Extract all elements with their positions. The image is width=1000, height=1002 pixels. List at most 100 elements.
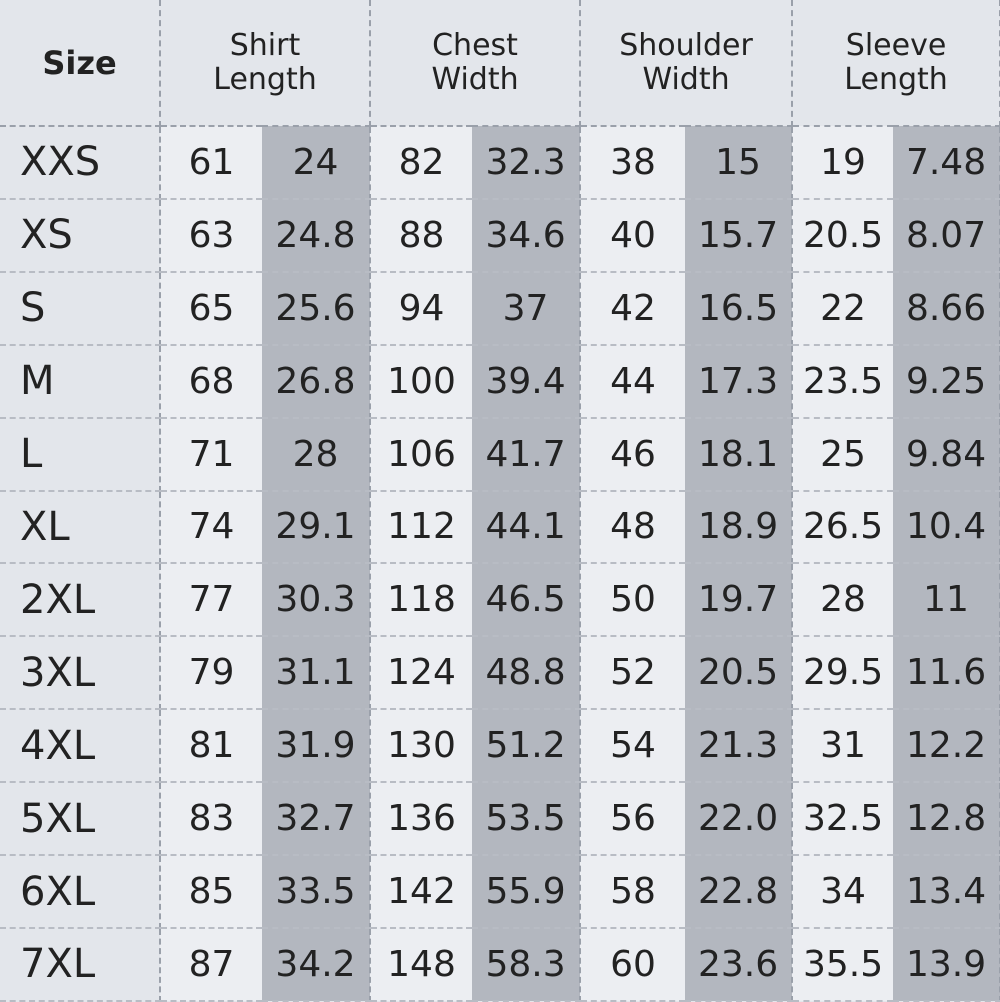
chest-width-cm-cell: 124 (370, 636, 473, 711)
table-row: M 68 26.8 100 39.4 44 17.3 23.5 9.25 (0, 344, 1000, 419)
sleeve-length-cm-cell: 26.5 (792, 490, 894, 565)
table-row: 7XL 87 34.2 148 58.3 60 23.6 35.5 13.9 (0, 927, 1000, 1002)
table-row: 5XL 83 32.7 136 53.5 56 22.0 32.5 12.8 (0, 782, 1000, 857)
chest-width-inch-cell: 53.5 (472, 782, 582, 857)
chest-width-cm-cell: 112 (370, 490, 473, 565)
shoulder-width-cm-cell: 48 (580, 490, 686, 565)
shoulder-width-inch-cell: 22.0 (685, 782, 794, 857)
sleeve-length-inch-cell: 10.4 (893, 490, 1000, 565)
header-text: Sleeve (845, 27, 947, 63)
shoulder-width-cm-cell: 56 (580, 782, 686, 857)
shoulder-width-inch-cell: 21.3 (685, 709, 794, 784)
sleeve-length-inch-cell: 7.48 (893, 126, 1000, 200)
shirt-length-inch-cell: 26.8 (262, 344, 372, 419)
shirt-length-inch-cell: 24.8 (262, 198, 372, 273)
shoulder-width-inch-cell: 18.9 (685, 490, 794, 565)
shirt-length-inch-cell: 31.1 (262, 636, 372, 711)
sleeve-length-inch-cell: 9.25 (893, 344, 1000, 419)
shoulder-width-cm-cell: 60 (580, 927, 686, 1002)
shoulder-width-inch-cell: 15.7 (685, 198, 794, 273)
sleeve-length-inch-cell: 8.66 (893, 271, 1000, 346)
shirt-length-cm-cell: 87 (160, 927, 262, 1002)
table-row: 6XL 85 33.5 142 55.9 58 22.8 34 13.4 (0, 855, 1000, 929)
sleeve-length-cm-cell: 19 (792, 126, 894, 200)
chest-width-inch-cell: 37 (472, 271, 582, 346)
sleeve-length-cm-cell: 32.5 (792, 782, 894, 857)
shoulder-width-cm-cell: 50 (580, 563, 686, 638)
sleeve-length-inch-cell: 9.84 (893, 417, 1000, 492)
size-label: S (0, 271, 161, 346)
shirt-length-inch-cell: 28 (262, 417, 372, 492)
header-row: Size Shirt Length Chest Width Shoulder Width S… (0, 0, 1000, 127)
table-row: XL 74 29.1 112 44.1 48 18.9 26.5 10.4 (0, 490, 1000, 565)
size-label: L (0, 417, 161, 492)
sleeve-length-cm-cell: 23.5 (792, 344, 894, 419)
chest-width-header: Chest Width (370, 0, 582, 127)
table-row: L 71 28 106 41.7 46 18.1 25 9.84 (0, 417, 1000, 492)
shoulder-width-cm-cell: 58 (580, 855, 686, 929)
shirt-length-cm-cell: 68 (160, 344, 262, 419)
sleeve-length-cm-cell: 22 (792, 271, 894, 346)
size-label: 3XL (0, 636, 161, 711)
table-row: XXS 61 24 82 32.3 38 15 19 7.48 (0, 126, 1000, 200)
shirt-length-cm-cell: 85 (160, 855, 262, 929)
size-label: XS (0, 198, 161, 273)
sleeve-length-inch-cell: 12.2 (893, 709, 1000, 784)
chest-width-inch-cell: 58.3 (472, 927, 582, 1002)
chest-width-inch-cell: 51.2 (472, 709, 582, 784)
sleeve-length-inch-cell: 13.4 (893, 855, 1000, 929)
shoulder-width-cm-cell: 40 (580, 198, 686, 273)
shoulder-width-inch-cell: 23.6 (685, 927, 794, 1002)
table-row: XS 63 24.8 88 34.6 40 15.7 20.5 8.07 (0, 198, 1000, 273)
table-row: 4XL 81 31.9 130 51.2 54 21.3 31 12.2 (0, 709, 1000, 784)
shoulder-width-header: Shoulder Width (580, 0, 794, 127)
shirt-length-inch-cell: 25.6 (262, 271, 372, 346)
sleeve-length-inch-cell: 8.07 (893, 198, 1000, 273)
shoulder-width-inch-cell: 16.5 (685, 271, 794, 346)
chest-width-inch-cell: 34.6 (472, 198, 582, 273)
size-label: XXS (0, 126, 161, 200)
chest-width-cm-cell: 142 (370, 855, 473, 929)
table-row: 3XL 79 31.1 124 48.8 52 20.5 29.5 11.6 (0, 636, 1000, 711)
size-label: 6XL (0, 855, 161, 929)
shirt-length-cm-cell: 81 (160, 709, 262, 784)
size-label: 5XL (0, 782, 161, 857)
shoulder-width-cm-cell: 44 (580, 344, 686, 419)
size-label: XL (0, 490, 161, 565)
header-text: Width (642, 61, 730, 97)
shoulder-width-inch-cell: 17.3 (685, 344, 794, 419)
shirt-length-inch-cell: 29.1 (262, 490, 372, 565)
shirt-length-inch-cell: 24 (262, 126, 372, 200)
shirt-length-cm-cell: 61 (160, 126, 262, 200)
sleeve-length-cm-cell: 35.5 (792, 927, 894, 1002)
shoulder-width-cm-cell: 52 (580, 636, 686, 711)
header-text: Chest (432, 27, 518, 63)
shirt-length-inch-cell: 30.3 (262, 563, 372, 638)
shirt-length-inch-cell: 33.5 (262, 855, 372, 929)
chest-width-cm-cell: 94 (370, 271, 473, 346)
shirt-length-cm-cell: 74 (160, 490, 262, 565)
header-text: Width (431, 61, 519, 97)
size-label: 2XL (0, 563, 161, 638)
chest-width-inch-cell: 44.1 (472, 490, 582, 565)
shirt-length-inch-cell: 32.7 (262, 782, 372, 857)
header-text: Length (213, 61, 317, 97)
chest-width-inch-cell: 39.4 (472, 344, 582, 419)
shirt-length-inch-cell: 34.2 (262, 927, 372, 1002)
chest-width-cm-cell: 118 (370, 563, 473, 638)
chest-width-inch-cell: 55.9 (472, 855, 582, 929)
shirt-length-cm-cell: 71 (160, 417, 262, 492)
header-text: Shirt (229, 27, 301, 63)
sleeve-length-inch-cell: 11 (893, 563, 1000, 638)
chest-width-inch-cell: 46.5 (472, 563, 582, 638)
sleeve-length-inch-cell: 11.6 (893, 636, 1000, 711)
size-label: 7XL (0, 927, 161, 1002)
sleeve-length-cm-cell: 34 (792, 855, 894, 929)
shirt-length-cm-cell: 65 (160, 271, 262, 346)
chest-width-cm-cell: 82 (370, 126, 473, 200)
chest-width-cm-cell: 100 (370, 344, 473, 419)
sleeve-length-cm-cell: 31 (792, 709, 894, 784)
sleeve-length-inch-cell: 13.9 (893, 927, 1000, 1002)
size-label: 4XL (0, 709, 161, 784)
